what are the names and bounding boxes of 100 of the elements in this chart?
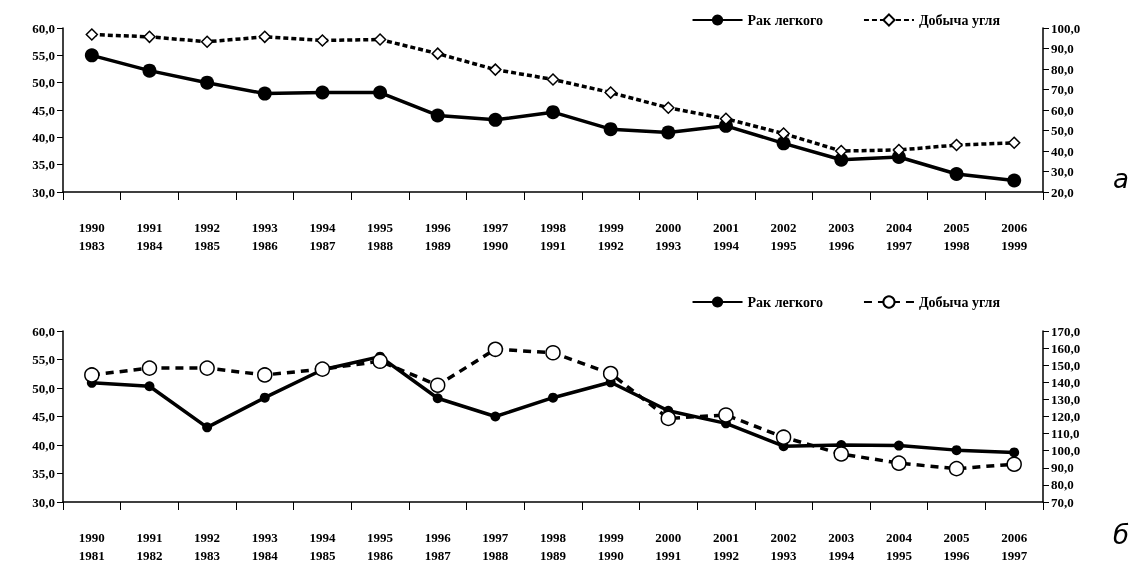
x-tick-label: 1991 1984 bbox=[136, 219, 163, 253]
point bbox=[144, 381, 155, 392]
y2-tick-label: 20,0 bbox=[1051, 184, 1074, 200]
y2-tick-label: 30,0 bbox=[1051, 164, 1074, 179]
point bbox=[603, 122, 618, 137]
point bbox=[372, 353, 388, 370]
y2-tick-label: 70,0 bbox=[1051, 494, 1074, 510]
y2-tick-label: 90,0 bbox=[1051, 41, 1074, 56]
point bbox=[546, 105, 560, 120]
point bbox=[834, 144, 848, 158]
point bbox=[141, 360, 158, 376]
point bbox=[1007, 173, 1022, 188]
legend-label: Рак легкого bbox=[747, 294, 823, 310]
point bbox=[373, 85, 388, 100]
y-tick-label: 35,0 bbox=[32, 466, 55, 481]
legend-label: Рак легкого bbox=[747, 12, 823, 28]
point bbox=[373, 33, 387, 46]
point bbox=[662, 101, 675, 114]
point bbox=[316, 34, 329, 47]
y-tick-label: 60,0 bbox=[32, 323, 55, 339]
y2-tick-label: 110,0 bbox=[1051, 426, 1080, 442]
x-tick-label: 1997 1990 bbox=[482, 219, 509, 253]
point bbox=[199, 360, 215, 376]
y2-tick-label: 80,0 bbox=[1051, 61, 1074, 77]
point bbox=[257, 86, 272, 101]
point bbox=[546, 73, 560, 86]
x-tick-label: 1996 1989 bbox=[424, 219, 452, 253]
point bbox=[431, 47, 444, 60]
point bbox=[430, 108, 445, 123]
point bbox=[891, 455, 907, 471]
point bbox=[429, 377, 446, 393]
point bbox=[948, 460, 965, 477]
y2-tick-label: 70,0 bbox=[1051, 82, 1074, 97]
point bbox=[490, 411, 501, 422]
y2-tick-label: 100,0 bbox=[1051, 20, 1081, 36]
x-tick-label: 1993 1984 bbox=[251, 529, 279, 563]
y-tick-label: 30,0 bbox=[32, 184, 55, 200]
point bbox=[718, 407, 734, 423]
text: б bbox=[1112, 520, 1130, 550]
x-tick-label: 1995 1986 bbox=[367, 529, 394, 563]
point bbox=[775, 429, 792, 445]
y-tick-label: 60,0 bbox=[32, 20, 55, 36]
x-tick-label: 1994 1985 bbox=[309, 529, 336, 563]
y-tick-label: 45,0 bbox=[32, 102, 55, 118]
point bbox=[487, 341, 504, 358]
x-tick-label: 2006 1999 bbox=[1001, 219, 1028, 253]
legend-label: Добыча угля bbox=[918, 294, 1001, 310]
y-tick-label: 55,0 bbox=[32, 47, 55, 63]
y2-tick-label: 170,0 bbox=[1051, 323, 1081, 339]
x-tick-label: 1992 1983 bbox=[194, 529, 221, 563]
x-tick-label: 1996 1987 bbox=[424, 529, 452, 563]
point bbox=[315, 85, 330, 100]
y2-tick-label: 120,0 bbox=[1051, 409, 1081, 424]
point bbox=[85, 28, 99, 41]
y-tick-label: 40,0 bbox=[32, 437, 55, 453]
y-tick-label: 50,0 bbox=[32, 75, 55, 91]
x-tick-label: 2006 1997 bbox=[1001, 529, 1028, 563]
point bbox=[488, 112, 503, 127]
x-tick-label: 1990 1983 bbox=[78, 219, 106, 253]
y2-tick-label: 80,0 bbox=[1051, 477, 1074, 493]
point bbox=[432, 393, 443, 404]
y2-tick-label: 140,0 bbox=[1051, 374, 1081, 390]
y2-tick-label: 130,0 bbox=[1051, 391, 1081, 407]
point bbox=[259, 392, 270, 403]
point bbox=[545, 344, 561, 361]
point bbox=[892, 143, 906, 157]
x-tick-label: 1992 1985 bbox=[194, 219, 221, 253]
x-tick-label: 2000 1993 bbox=[655, 219, 682, 253]
x-tick-label: 1999 1992 bbox=[597, 219, 625, 253]
x-tick-label: 1995 1988 bbox=[367, 219, 394, 253]
point bbox=[200, 35, 214, 48]
point bbox=[949, 166, 964, 181]
x-tick-label: 2005 1996 bbox=[943, 529, 971, 563]
point bbox=[604, 86, 617, 99]
x-tick-label: 1999 1990 bbox=[597, 529, 625, 563]
x-tick-label: 2001 1992 bbox=[712, 529, 739, 563]
point bbox=[257, 367, 273, 383]
y2-tick-label: 60,0 bbox=[1051, 102, 1074, 118]
y2-tick-label: 40,0 bbox=[1051, 143, 1074, 159]
y2-tick-label: 160,0 bbox=[1051, 340, 1081, 356]
point bbox=[258, 30, 272, 44]
x-tick-label: 2000 1991 bbox=[655, 529, 682, 563]
legend-label: Добыча угля bbox=[918, 12, 1001, 28]
point bbox=[893, 440, 904, 451]
x-tick-label: 1998 1991 bbox=[540, 219, 567, 253]
x-tick-label: 1997 1988 bbox=[482, 529, 509, 563]
x-tick-label: 2002 1993 bbox=[770, 529, 798, 563]
point bbox=[833, 446, 849, 462]
x-tick-label: 1990 1981 bbox=[78, 529, 105, 563]
x-tick-label: 1994 1987 bbox=[309, 219, 336, 253]
point bbox=[950, 138, 963, 152]
y2-tick-label: 50,0 bbox=[1051, 123, 1074, 138]
point bbox=[142, 63, 157, 78]
point bbox=[84, 48, 99, 63]
x-tick-label: 1998 1989 bbox=[540, 529, 567, 563]
y-tick-label: 30,0 bbox=[32, 494, 55, 510]
x-tick-label: 2004 1997 bbox=[885, 219, 913, 253]
point bbox=[776, 136, 791, 151]
x-tick-label: 2003 1994 bbox=[828, 529, 855, 563]
y-tick-label: 40,0 bbox=[32, 129, 55, 145]
